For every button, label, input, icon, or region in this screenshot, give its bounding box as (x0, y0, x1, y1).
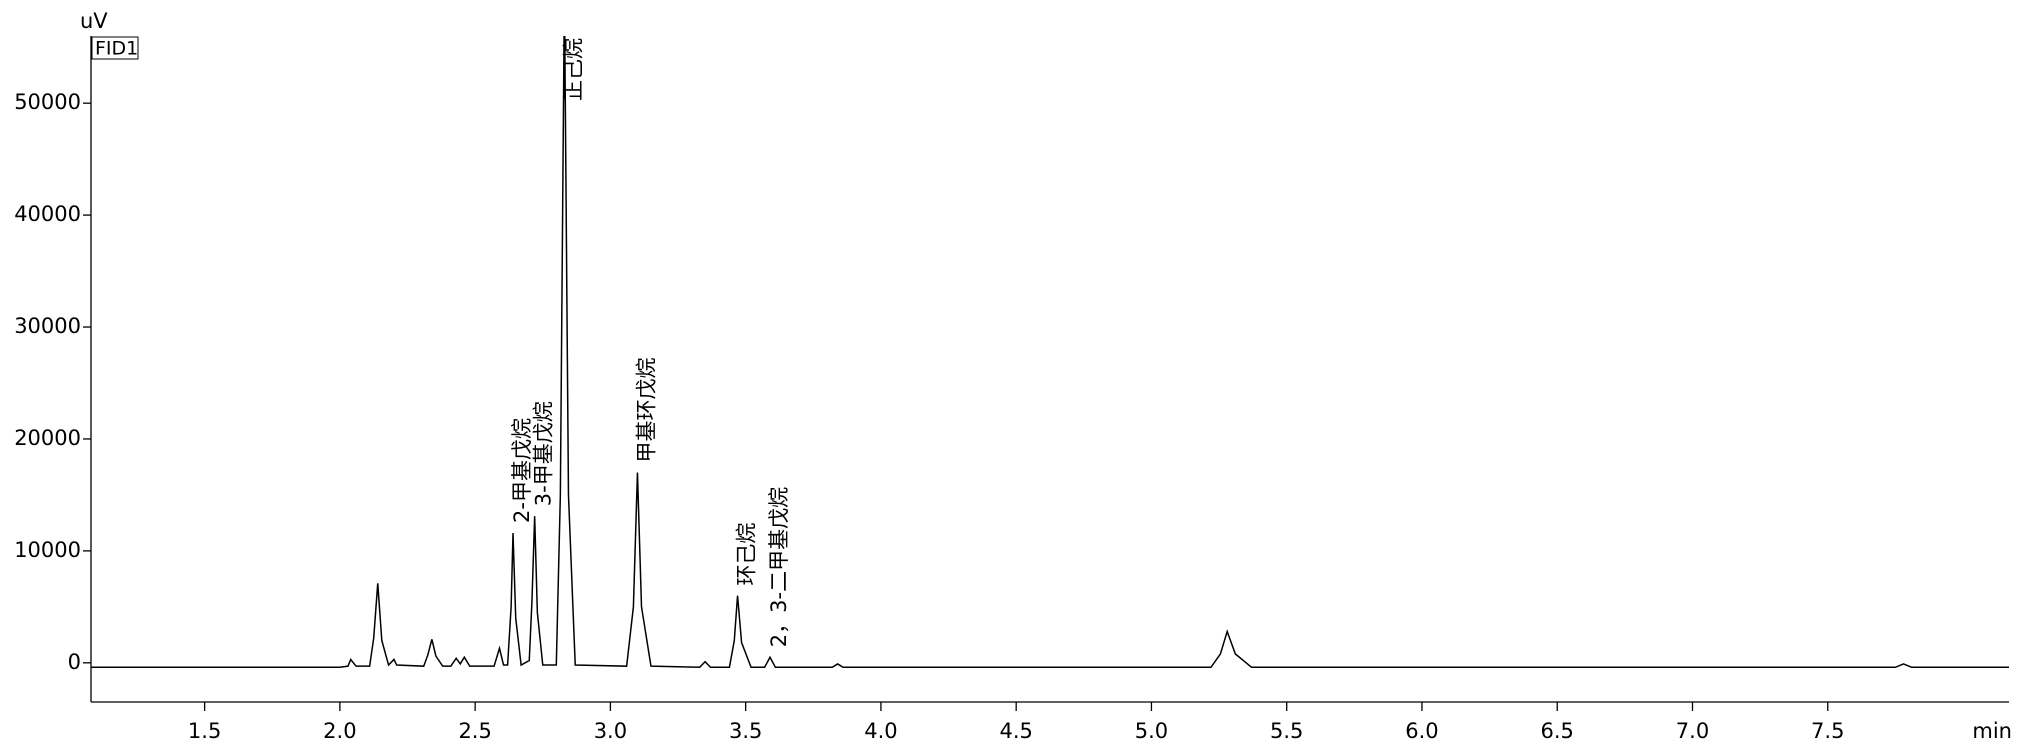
peak-label: 2-甲基戊烷 (510, 418, 534, 523)
peak-label: 甲基环戊烷 (634, 358, 658, 463)
peak-label: 环己烷 (735, 523, 759, 586)
x-tick-label: 3.5 (729, 719, 762, 743)
plot-area (91, 36, 2009, 669)
x-tick-label: 2.5 (458, 719, 491, 743)
peak-label: 2，3-二甲基戊烷 (767, 487, 791, 647)
x-tick-label: 7.5 (1811, 719, 1844, 743)
y-unit: uV (80, 9, 108, 33)
peak-label: 3-甲基戊烷 (532, 401, 556, 506)
x-tick-label: 5.5 (1270, 719, 1303, 743)
x-tick-label: 3.0 (594, 719, 627, 743)
y-tick-label: 40000 (14, 202, 81, 226)
peak-label: 正己烷 (561, 38, 585, 101)
detector-box (91, 36, 139, 60)
detector-label: FID1 (95, 38, 138, 60)
x-tick-label: 7.0 (1676, 719, 1709, 743)
y-tick-label: 20000 (14, 426, 81, 450)
x-tick-label: 1.5 (188, 719, 221, 743)
x-tick-label: 6.5 (1541, 719, 1574, 743)
y-tick-label: 50000 (14, 90, 81, 114)
y-tick-label: 0 (68, 650, 81, 674)
x-tick-label: 6.0 (1405, 719, 1438, 743)
x-tick-label: 2.0 (323, 719, 356, 743)
y-tick-label: 10000 (14, 538, 81, 562)
x-unit: min (1972, 719, 2012, 743)
trace (91, 36, 2009, 669)
x-tick-label: 4.5 (999, 719, 1032, 743)
y-tick-label: 30000 (14, 314, 81, 338)
x-tick-label: 5.0 (1135, 719, 1168, 743)
x-tick-label: 4.0 (864, 719, 897, 743)
